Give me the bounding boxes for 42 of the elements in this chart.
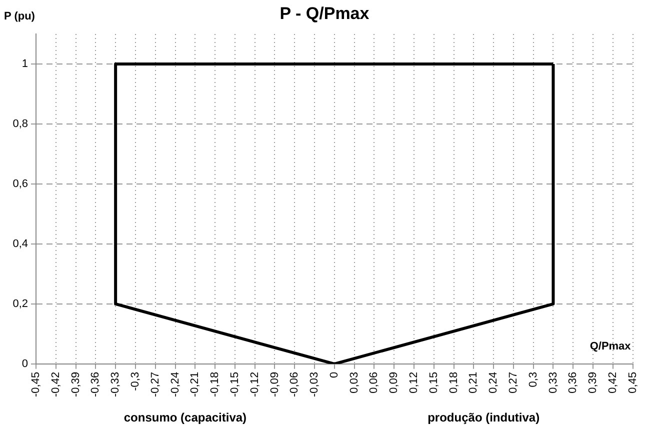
x-tick-label: 0,39 xyxy=(587,372,600,394)
x-tick-label: -0,21 xyxy=(189,372,202,398)
x-tick-label: 0,12 xyxy=(408,372,420,394)
y-tick-label: 0,2 xyxy=(12,298,28,310)
x-tick-label: -0,27 xyxy=(149,372,162,398)
x-tick-label: 0,03 xyxy=(348,372,360,394)
y-tick-label: 0 xyxy=(22,358,28,370)
y-axis-title: P (pu) xyxy=(4,10,36,23)
y-tick-label: 0,6 xyxy=(12,178,28,190)
x-tick-label: -0,09 xyxy=(268,372,281,398)
x-axis-title: Q/Pmax xyxy=(590,340,632,352)
x-tick-label: -0,03 xyxy=(308,372,321,398)
x-tick-label: 0,45 xyxy=(626,372,639,394)
x-tick-label: 0,18 xyxy=(448,372,460,394)
y-tick-label: 0,8 xyxy=(12,118,28,130)
x-tick-label: 0,3 xyxy=(527,372,540,388)
text: consumo (capacitiva) xyxy=(124,410,247,424)
x-tick-label: 0,33 xyxy=(547,372,560,394)
x-tick-label: -0,24 xyxy=(169,372,182,398)
chart-title: P - Q/Pmax xyxy=(280,4,370,23)
x-tick-label: -0,39 xyxy=(70,372,82,398)
x-tick-label: 0,24 xyxy=(488,372,500,394)
x-tick-label: -0,06 xyxy=(288,372,301,398)
x-tick-label: -0,12 xyxy=(248,372,261,398)
x-tick-label: -0,15 xyxy=(228,372,241,398)
x-tick-label: 0,21 xyxy=(468,372,480,394)
x-tick-label: 0,06 xyxy=(368,372,380,394)
x-tick-label: -0,3 xyxy=(130,372,142,391)
y-tick-label: 1 xyxy=(22,58,28,70)
x-tick-label: -0,33 xyxy=(110,372,122,398)
x-tick-label: 0,42 xyxy=(606,372,619,394)
x-tick-label: 0,36 xyxy=(567,372,580,394)
x-tick-label: -0,45 xyxy=(30,372,42,398)
text: produção (indutiva) xyxy=(428,410,540,424)
x-tick-label: 0,27 xyxy=(507,372,520,394)
x-tick-label: -0,42 xyxy=(50,372,62,398)
x-tick-label: 0 xyxy=(328,372,340,378)
y-tick-label: 0,4 xyxy=(12,238,28,250)
x-tick-label: 0,15 xyxy=(428,372,440,394)
x-tick-label: -0,36 xyxy=(90,372,102,398)
x-tick-label: 0,09 xyxy=(388,372,400,394)
x-tick-label: -0,18 xyxy=(209,372,222,398)
